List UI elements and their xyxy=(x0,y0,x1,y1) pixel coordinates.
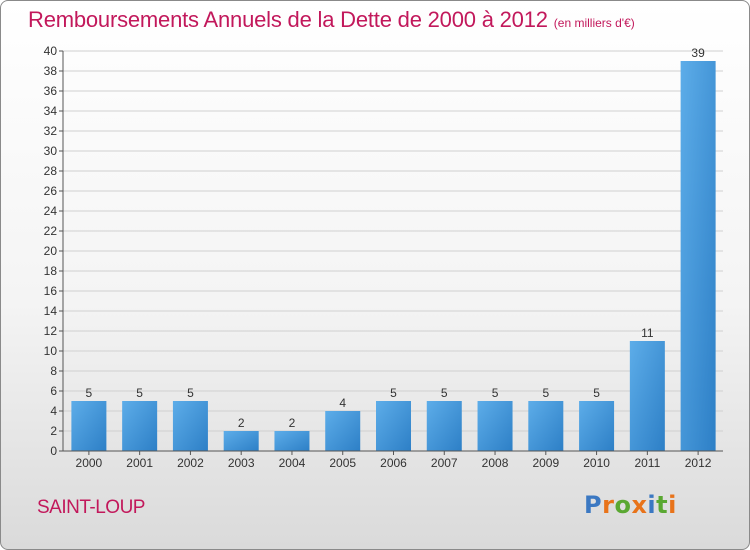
brand-letter: x xyxy=(631,491,648,519)
data-label: 5 xyxy=(441,386,448,400)
y-tick-label: 4 xyxy=(50,404,57,418)
chart-title: Remboursements Annuels de la Dette de 20… xyxy=(28,7,635,33)
data-label: 2 xyxy=(238,416,245,430)
y-tick-label: 34 xyxy=(44,104,58,118)
data-label: 5 xyxy=(187,386,194,400)
x-tick-label: 2000 xyxy=(76,456,103,470)
y-tick-label: 10 xyxy=(44,344,58,358)
brand-letter: i xyxy=(668,491,677,519)
y-tick-label: 26 xyxy=(44,184,58,198)
data-label: 5 xyxy=(390,386,397,400)
axes xyxy=(59,50,723,455)
brand-letter: o xyxy=(614,491,632,519)
y-tick-label: 14 xyxy=(44,304,58,318)
y-tick-label: 8 xyxy=(50,364,57,378)
data-label: 39 xyxy=(691,46,705,60)
x-tick-label: 2011 xyxy=(634,456,660,470)
y-tick-label: 38 xyxy=(44,64,58,78)
x-tick-label: 2003 xyxy=(228,456,255,470)
x-tick-label: 2004 xyxy=(279,456,306,470)
x-tick-label: 2008 xyxy=(482,456,509,470)
y-tick-label: 20 xyxy=(44,244,58,258)
bar xyxy=(122,401,158,451)
x-tick-label: 2001 xyxy=(126,456,153,470)
bars xyxy=(71,61,716,451)
chart-title-text: Remboursements Annuels de la Dette de 20… xyxy=(28,7,548,32)
y-tick-label: 36 xyxy=(44,84,58,98)
y-tick-label: 16 xyxy=(44,284,58,298)
y-tick-label: 6 xyxy=(50,384,57,398)
bar xyxy=(528,401,564,451)
brand-letter: r xyxy=(602,491,615,519)
data-label: 11 xyxy=(641,326,654,340)
x-tick-label: 2007 xyxy=(431,456,458,470)
bar xyxy=(629,341,665,451)
brand-letter: t xyxy=(656,491,669,519)
data-label: 5 xyxy=(86,386,93,400)
x-tick-label: 2009 xyxy=(532,456,559,470)
bar xyxy=(172,401,208,451)
chart-subtitle: (en milliers d'€) xyxy=(553,16,635,30)
y-tick-label: 32 xyxy=(44,124,58,138)
bar xyxy=(477,401,513,451)
y-tick-label: 0 xyxy=(50,444,57,458)
y-tick-label: 12 xyxy=(44,324,58,338)
bar xyxy=(274,431,310,451)
bar xyxy=(426,401,462,451)
bar xyxy=(325,411,361,451)
bar xyxy=(376,401,411,451)
brand-letter: P xyxy=(584,491,603,519)
x-tick-label: 2005 xyxy=(329,456,356,470)
data-label: 5 xyxy=(136,386,143,400)
y-tick-label: 24 xyxy=(44,204,58,218)
y-tick-label: 40 xyxy=(44,44,58,58)
labels: 0246810121416182022242628303234363840520… xyxy=(44,44,712,470)
y-tick-label: 18 xyxy=(44,264,58,278)
y-tick-label: 28 xyxy=(44,164,58,178)
y-tick-label: 2 xyxy=(50,424,57,438)
x-tick-label: 2012 xyxy=(685,456,712,470)
brand-logo: Proxiti xyxy=(584,491,677,519)
bar xyxy=(680,61,716,451)
y-tick-label: 30 xyxy=(44,144,58,158)
commune-name: SAINT-LOUP xyxy=(37,497,145,518)
data-label: 5 xyxy=(542,386,549,400)
x-tick-label: 2010 xyxy=(583,456,610,470)
data-label: 5 xyxy=(593,386,600,400)
y-tick-label: 22 xyxy=(44,224,58,238)
x-tick-label: 2002 xyxy=(177,456,204,470)
data-label: 2 xyxy=(289,416,296,430)
data-label: 5 xyxy=(492,386,499,400)
bar xyxy=(579,401,615,451)
brand-letter: i xyxy=(647,491,657,519)
data-label: 4 xyxy=(339,396,346,410)
bar xyxy=(223,431,259,451)
bar xyxy=(71,401,107,451)
x-tick-label: 2006 xyxy=(380,456,407,470)
